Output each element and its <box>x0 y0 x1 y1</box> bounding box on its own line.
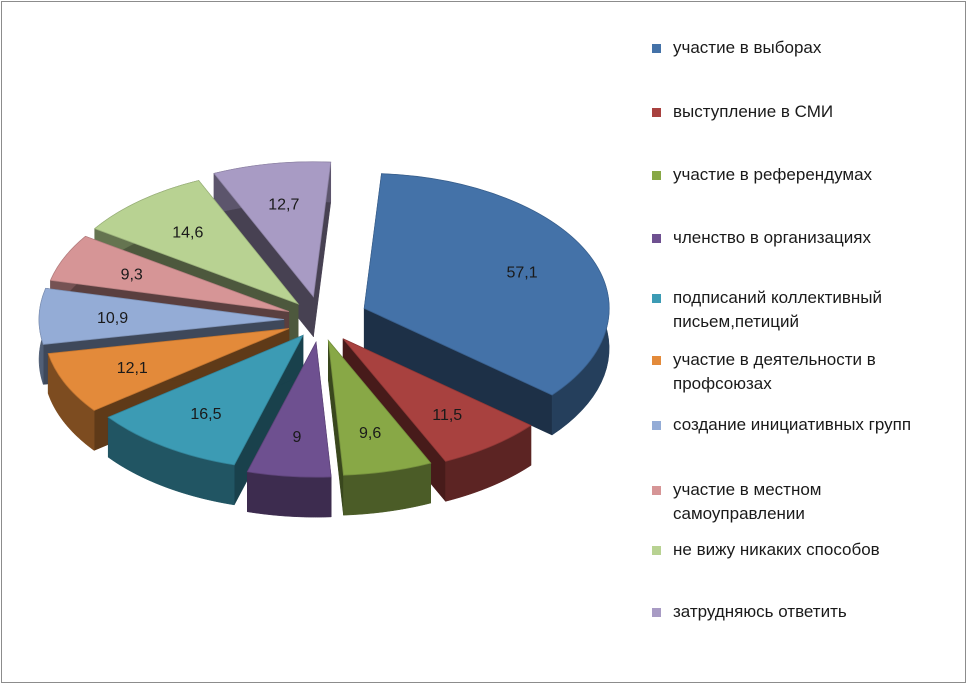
legend-label: выступление в СМИ <box>673 102 834 121</box>
pie-slice <box>47 328 290 411</box>
legend-label: создание инициативных групп <box>673 415 912 434</box>
data-label: 12,7 <box>268 197 299 214</box>
pie-slice <box>363 173 610 396</box>
legend-swatch <box>652 44 661 53</box>
legend-swatch <box>652 546 661 555</box>
legend-item: участие в местном самоуправлении <box>652 478 952 526</box>
pie-slice <box>38 287 285 345</box>
legend-item: создание инициативных групп <box>652 413 952 437</box>
legend-item: членство в организациях <box>652 226 952 250</box>
pie-slice <box>107 334 304 466</box>
legend-item: подписаний коллективный письем,петиций <box>652 286 952 334</box>
data-label: 9,6 <box>359 425 381 442</box>
data-label: 12,1 <box>117 360 148 377</box>
pie-slice <box>49 235 289 312</box>
data-label: 9 <box>293 429 302 446</box>
legend-item: выступление в СМИ <box>652 100 952 124</box>
legend-swatch <box>652 108 661 117</box>
legend-label: участие в деятельности в профсоюзах <box>673 350 876 393</box>
pie-slice-side <box>247 471 332 518</box>
legend-swatch <box>652 421 661 430</box>
legend-label: участие в выборах <box>673 38 822 57</box>
legend-item: участие в деятельности в профсоюзах <box>652 348 952 396</box>
legend-label: участие в референдумах <box>673 165 873 184</box>
legend-item: не вижу никаких способов <box>652 538 952 562</box>
legend-swatch <box>652 356 661 365</box>
data-label: 14,6 <box>172 225 203 242</box>
data-label: 9,3 <box>121 267 143 284</box>
legend-label: участие в местном самоуправлении <box>673 480 822 523</box>
legend-label: не вижу никаких способов <box>673 540 880 559</box>
legend-label: затрудняюсь ответить <box>673 602 847 621</box>
legend-swatch <box>652 486 661 495</box>
pie-slice <box>246 340 332 478</box>
pie-slice <box>93 180 300 305</box>
pie-slice <box>327 339 432 476</box>
legend-swatch <box>652 234 661 243</box>
legend-item: участие в выборах <box>652 36 952 60</box>
legend-swatch <box>652 608 661 617</box>
legend-swatch <box>652 171 661 180</box>
legend-item: затрудняюсь ответить <box>652 600 952 624</box>
pie-tops <box>38 161 610 478</box>
legend-item: участие в референдумах <box>652 163 952 187</box>
data-label: 57,1 <box>506 264 537 281</box>
pie-slice <box>342 338 532 462</box>
legend-swatch <box>652 294 661 303</box>
pie-data-labels: 57,1 11,5 9,6 9 16,5 12,1 10,9 9,3 14,6 12,7 <box>97 197 538 446</box>
data-label: 16,5 <box>190 406 221 423</box>
data-label: 10,9 <box>97 310 128 327</box>
legend-label: подписаний коллективный письем,петиций <box>673 288 883 331</box>
pie-slice <box>213 161 332 298</box>
legend-label: членство в организациях <box>673 228 871 247</box>
data-label: 11,5 <box>432 407 462 424</box>
